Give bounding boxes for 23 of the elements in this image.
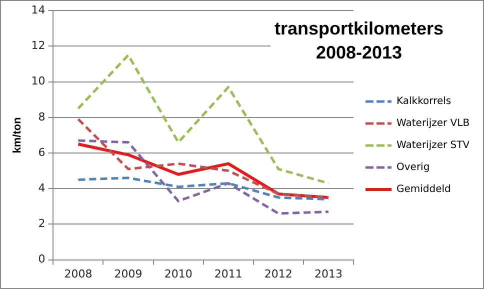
- y-tick-label: 12: [31, 39, 46, 52]
- y-tick-label: 2: [38, 217, 46, 230]
- x-tick-label: 2012: [264, 267, 292, 280]
- line-series: [76, 139, 330, 215]
- text: transportkilometers 2008-2013: [274, 18, 444, 63]
- line-series: [76, 118, 330, 199]
- y-axis-title: km/ton: [12, 116, 24, 154]
- y-tick-label: 14: [31, 3, 46, 16]
- legend-label: Waterijzer VLB: [396, 118, 470, 130]
- y-tick-label: 0: [38, 252, 46, 266]
- x-tick-label: 2009: [114, 267, 142, 280]
- y-tick-label: 8: [38, 110, 46, 124]
- legend-label: Kalkkorrels: [396, 96, 452, 108]
- x-tick-label: 2011: [214, 267, 242, 280]
- x-tick-label: 2008: [64, 267, 92, 280]
- x-tick-label: 2013: [314, 267, 342, 280]
- legend-label: Gemiddeld: [396, 184, 451, 196]
- legend-label: Overig: [396, 162, 430, 174]
- x-tick-label: 2010: [164, 267, 192, 280]
- line-series: [76, 176, 330, 201]
- y-tick-label: 6: [38, 146, 46, 159]
- y-tick-label: 10: [31, 74, 46, 88]
- y-tick-label: 4: [38, 181, 46, 194]
